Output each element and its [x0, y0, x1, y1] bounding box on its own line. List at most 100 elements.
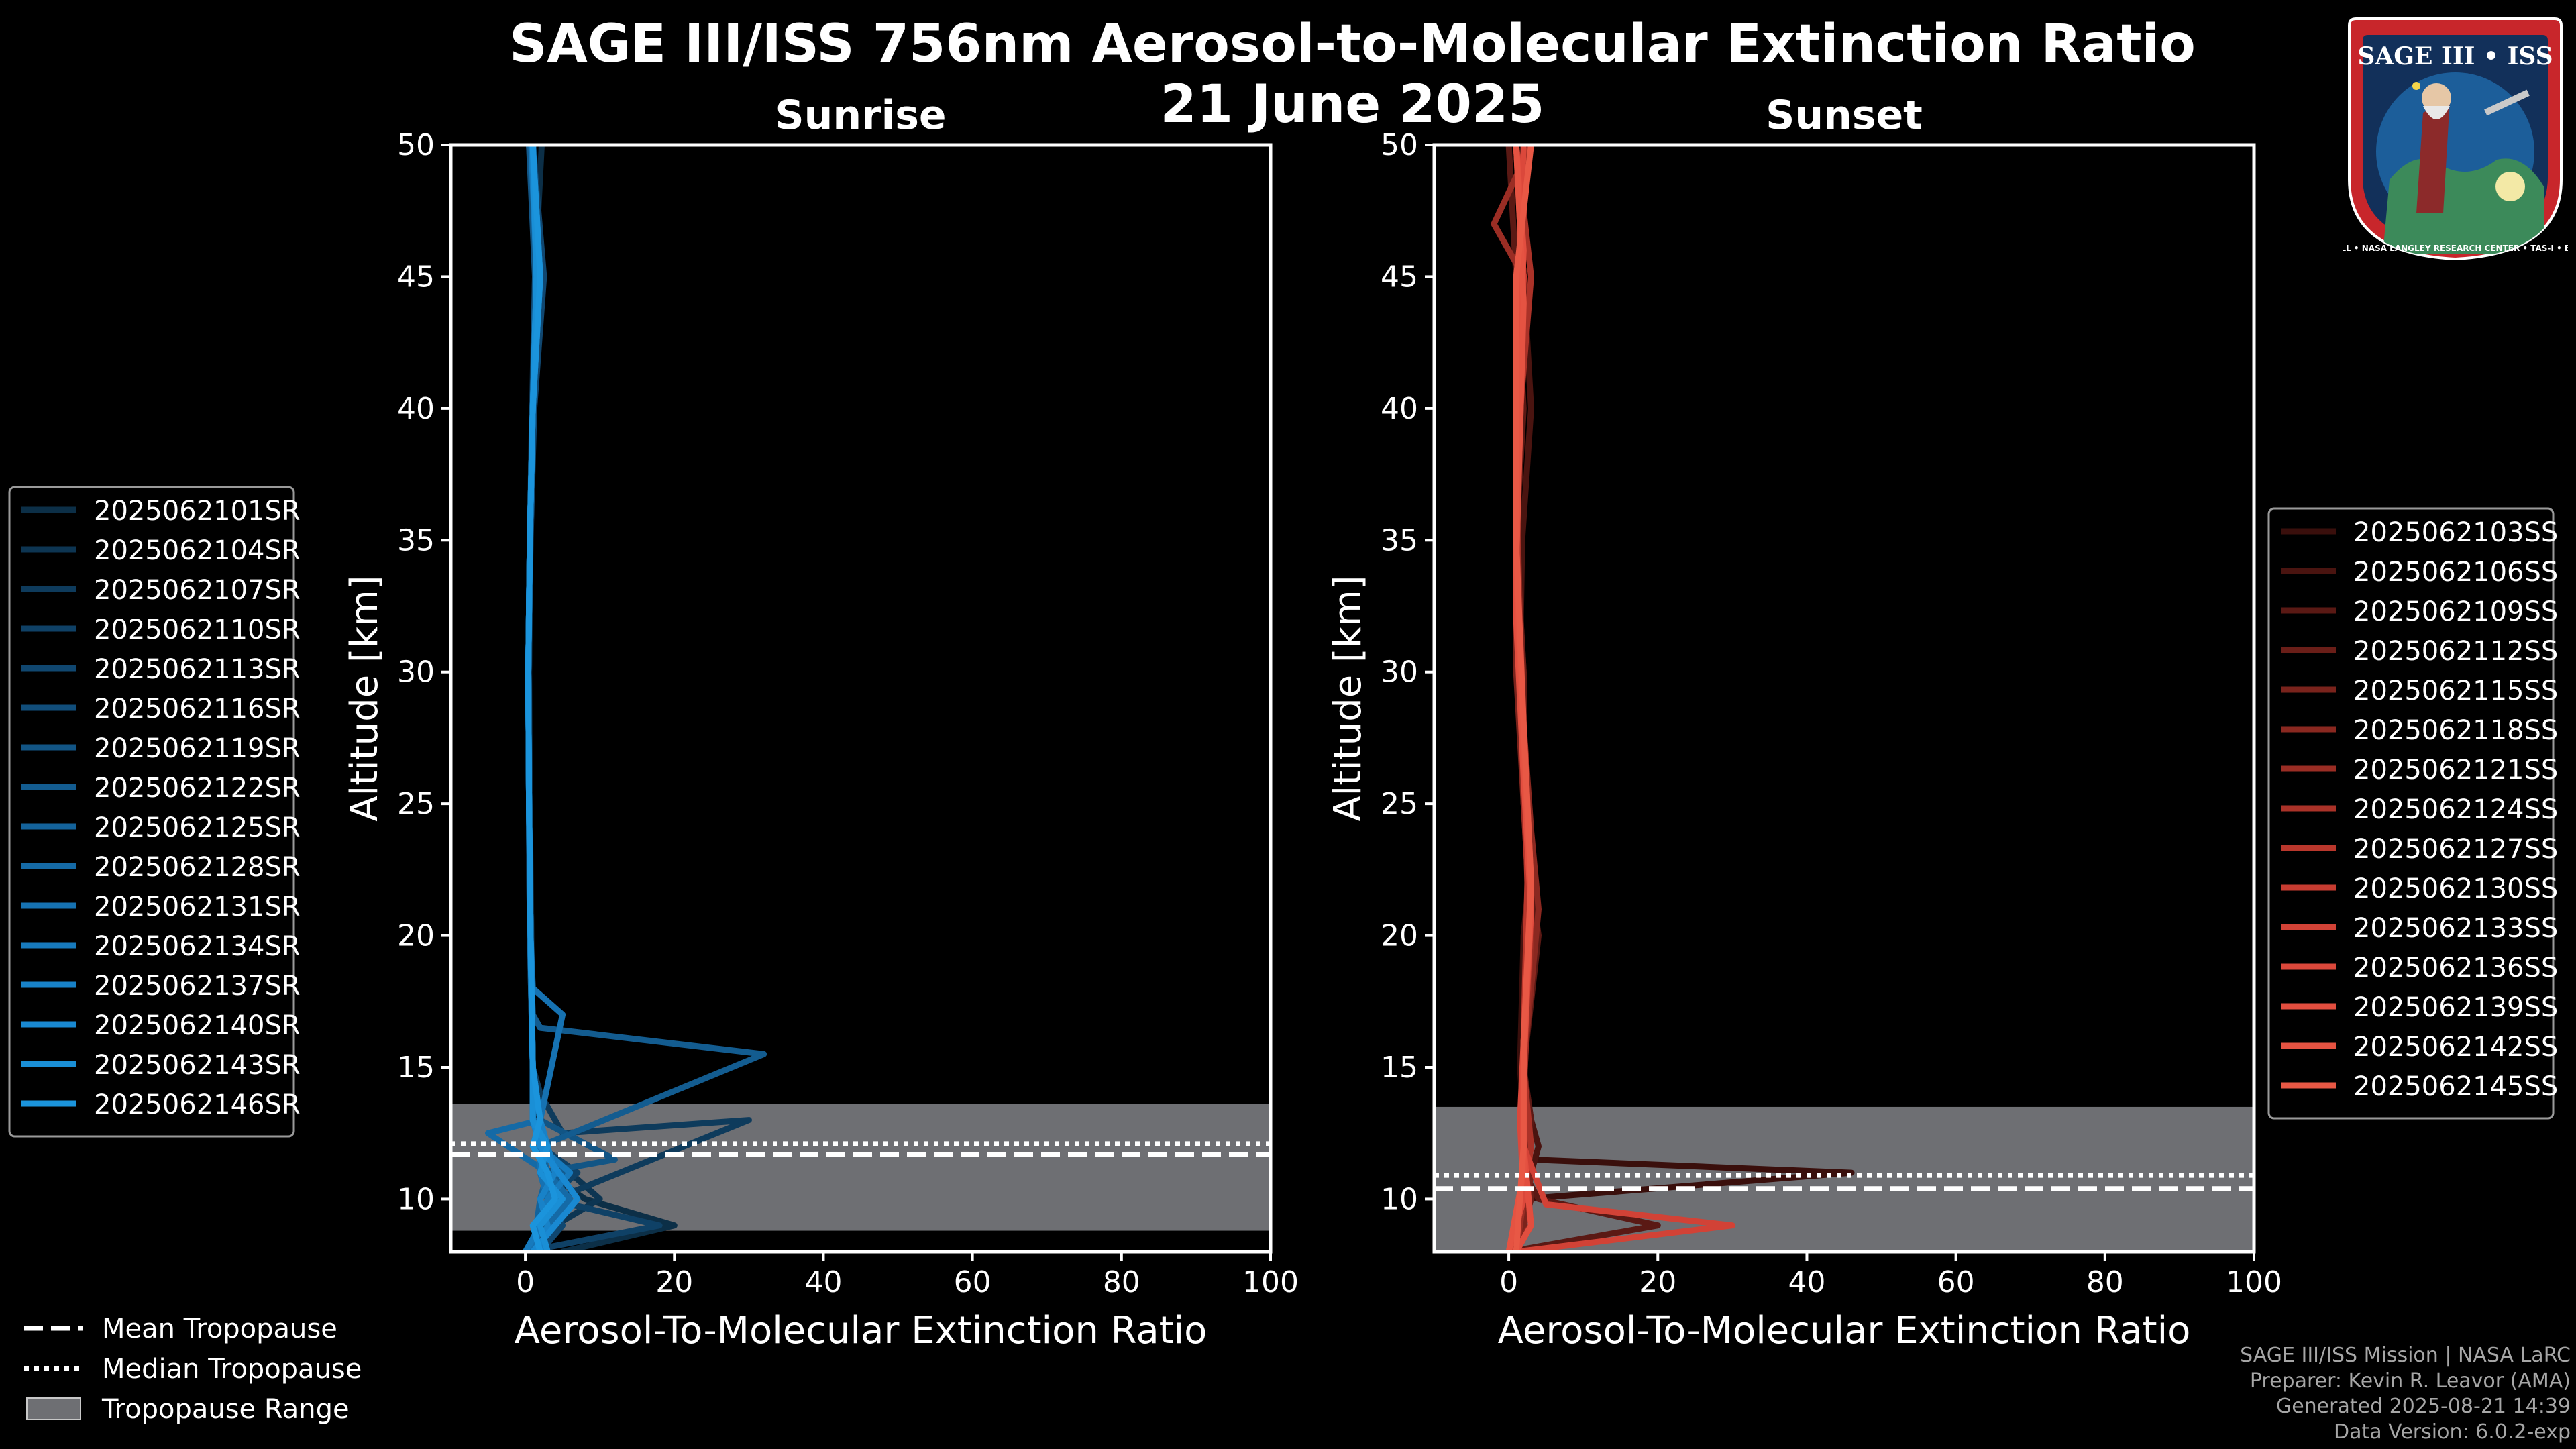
series-line: [525, 145, 752, 1252]
legend-band-swatch: [26, 1397, 81, 1420]
credits-footer: SAGE III/ISS Mission | NASA LaRC Prepare…: [2240, 1343, 2571, 1445]
legend-entry-label: 2025062104SR: [94, 535, 301, 566]
legend-entry-label: 2025062101SR: [94, 496, 301, 527]
figure-subtitle: 21 June 2025: [1161, 74, 1545, 135]
y-tick-label: 15: [1381, 1051, 1418, 1085]
tropopause-range-band: [1434, 1106, 2254, 1252]
y-tick-label: 10: [1381, 1182, 1418, 1216]
y-tick-label: 10: [397, 1182, 435, 1216]
x-tick-label: 80: [2086, 1265, 2124, 1299]
x-tick-label: 60: [1937, 1265, 1975, 1299]
series-line: [526, 145, 678, 1252]
logo-text: SAGE III • ISS: [2357, 42, 2553, 70]
x-axis-label: Aerosol-To-Molecular Extinction Ratio: [1498, 1309, 2191, 1352]
y-tick-label: 20: [1381, 919, 1418, 953]
x-tick-label: 100: [2226, 1265, 2282, 1299]
tropopause-legend: Mean Tropopause Median Tropopause Tropopau…: [24, 1313, 362, 1425]
legend-entry-label: 2025062124SS: [2353, 794, 2558, 825]
x-tick-label: 20: [1639, 1265, 1676, 1299]
legend-entry-label: 2025062131SR: [94, 892, 301, 922]
credits-generated: Generated 2025-08-21 14:39: [2275, 1395, 2571, 1418]
series-line: [1505, 145, 1855, 1252]
panel-title: Sunrise: [775, 92, 946, 139]
legend-entry-label: 2025062119SR: [94, 733, 301, 764]
sage-iss-mission-logo: SAGE III • ISS BALL • NASA LANGLEY RESEA…: [2343, 17, 2568, 261]
legend-entry-label: 2025062118SS: [2353, 715, 2558, 746]
plot-panel-sunset: 0 20 40 60 80 100 10 15 20 25 30 35 40 45 50 Sunset Aero…: [1326, 92, 2558, 1352]
x-tick-label: 0: [1499, 1265, 1518, 1299]
legend-entry-label: 2025062142SS: [2353, 1032, 2558, 1063]
legend-entry-label: 2025062136SS: [2353, 953, 2558, 983]
y-tick-label: 15: [397, 1051, 435, 1085]
plots: 0 20 40 60 80 100101520253035404550SunriseAer…: [8, 92, 2558, 1425]
plot-panel-sunrise: 0 20 40 60 80 100 10 15 20 25 30 35 40 45 50 Sunrise Aer…: [8, 92, 1299, 1352]
series-line: [525, 145, 767, 1252]
series-line: [1513, 145, 1534, 1252]
legend-entry-label: 2025062116SR: [94, 694, 301, 724]
legend-box: [8, 486, 295, 1138]
tropopause-legend-label: Tropopause Range: [101, 1394, 350, 1425]
legend-entry-label: 2025062109SS: [2353, 596, 2558, 627]
y-tick-label: 50: [397, 128, 435, 162]
x-tick-label: 0: [516, 1265, 535, 1299]
legend-entry-label: 2025062115SS: [2353, 676, 2558, 706]
legend-entry-label: 2025062146SR: [94, 1089, 301, 1120]
figure-title: SAGE III/ISS 756nm Aerosol-to-Molecular …: [509, 14, 2196, 74]
legend-entry-label: 2025062103SS: [2353, 517, 2558, 548]
legend-entry-label: 2025062143SR: [94, 1050, 301, 1081]
legend-entry-label: 2025062113SR: [94, 654, 301, 685]
y-tick-label: 45: [1381, 260, 1418, 294]
legend-entry-label: 2025062112SS: [2353, 636, 2558, 667]
legend-entry-label: 2025062125SR: [94, 812, 301, 843]
series-group: [1491, 145, 1855, 1252]
legend-entry-label: 2025062140SR: [94, 1010, 301, 1041]
legend-entry-label: 2025062137SR: [94, 971, 301, 1002]
legend-entry-label: 2025062130SS: [2353, 873, 2558, 904]
credits-preparer: Preparer: Kevin R. Leavor (AMA): [2249, 1369, 2571, 1393]
x-tick-label: 40: [804, 1265, 842, 1299]
y-tick-label: 40: [397, 392, 435, 426]
series-line: [1513, 145, 1735, 1252]
y-tick-label: 40: [1381, 392, 1418, 426]
y-axis-label: Altitude [km]: [1326, 575, 1370, 821]
x-tick-label: 100: [1242, 1265, 1299, 1299]
legend-entry-label: 2025062128SR: [94, 852, 301, 883]
plot-frame: [1432, 143, 2256, 1254]
legend-entry-label: 2025062107SR: [94, 575, 301, 606]
legend-entry-label: 2025062122SR: [94, 773, 301, 804]
y-tick-label: 20: [397, 919, 435, 953]
y-tick-label: 45: [397, 260, 435, 294]
tropopause-legend-label: Mean Tropopause: [102, 1313, 337, 1344]
x-tick-label: 40: [1788, 1265, 1825, 1299]
panel-title: Sunset: [1766, 92, 1923, 139]
legend-entry-label: 2025062134SR: [94, 931, 301, 962]
x-tick-label: 20: [655, 1265, 693, 1299]
y-tick-label: 30: [1381, 655, 1418, 690]
legend-entry-label: 2025062139SS: [2353, 992, 2558, 1023]
legend-sunrise: 2025062101SR 2025062104SR 2025062107SR 2025…: [8, 486, 301, 1138]
credits-data-version: Data Version: 6.0.2-exp: [2333, 1420, 2571, 1444]
legend-entry-label: 2025062121SS: [2353, 755, 2558, 786]
legend-entry-label: 2025062110SR: [94, 614, 301, 645]
y-tick-label: 25: [397, 787, 435, 821]
legend-entry-label: 2025062133SS: [2353, 913, 2558, 944]
series-group: [485, 145, 767, 1252]
y-tick-label: 30: [397, 655, 435, 690]
plot-frame: [449, 143, 1273, 1254]
legend-sunset: 2025062103SS 2025062106SS 2025062109SS 2025…: [2267, 507, 2558, 1120]
tropopause-legend-label: Median Tropopause: [102, 1354, 362, 1385]
legend-entry-label: 2025062106SS: [2353, 557, 2558, 588]
x-tick-label: 80: [1103, 1265, 1140, 1299]
y-tick-label: 25: [1381, 787, 1418, 821]
credits-mission: SAGE III/ISS Mission | NASA LaRC: [2240, 1344, 2571, 1367]
x-tick-label: 60: [954, 1265, 991, 1299]
series-line: [525, 145, 558, 1252]
legend-box: [2267, 507, 2555, 1120]
y-tick-label: 35: [1381, 523, 1418, 557]
x-axis-label: Aerosol-To-Molecular Extinction Ratio: [515, 1309, 1208, 1352]
legend-entry-label: 2025062145SS: [2353, 1071, 2558, 1102]
legend-entry-label: 2025062127SS: [2353, 834, 2558, 865]
y-tick-label: 35: [397, 523, 435, 557]
y-tick-label: 50: [1381, 128, 1418, 162]
